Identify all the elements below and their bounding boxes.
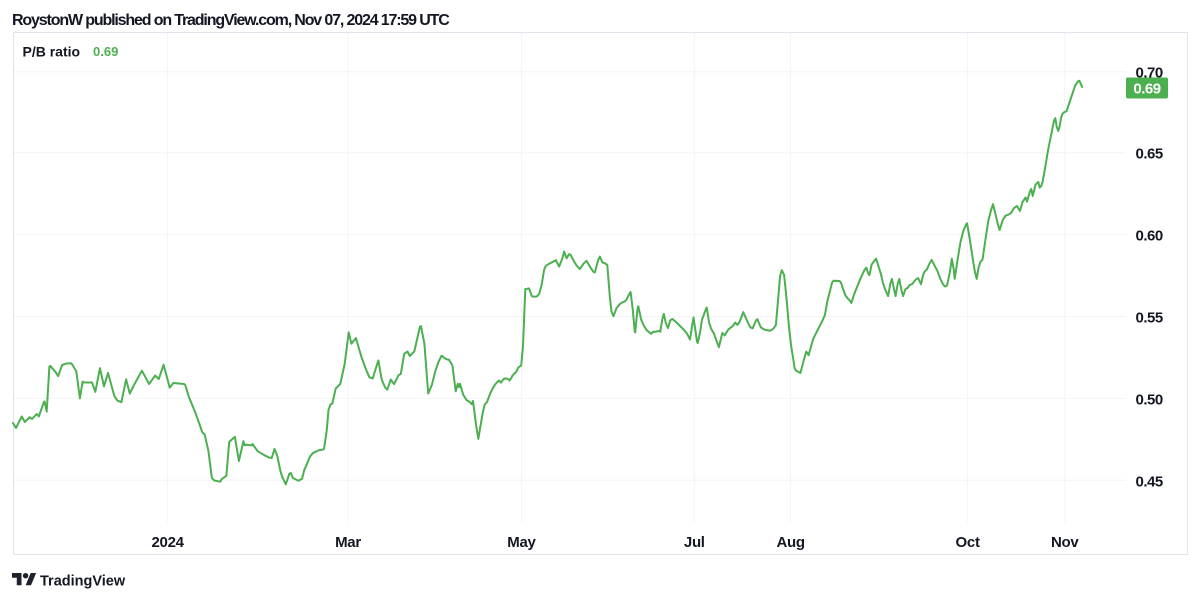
svg-text:0.65: 0.65 [1136,146,1163,163]
svg-text:0.45: 0.45 [1136,473,1163,490]
svg-text:0.70: 0.70 [1136,65,1163,82]
svg-text:Oct: Oct [956,534,980,551]
svg-text:2024: 2024 [152,534,185,551]
svg-text:TradingView: TradingView [40,574,126,590]
svg-text:0.55: 0.55 [1136,310,1163,327]
svg-text:Nov: Nov [1051,534,1079,551]
svg-text:0.50: 0.50 [1136,391,1163,408]
svg-text:0.69: 0.69 [93,44,118,59]
svg-text:Mar: Mar [335,534,361,551]
svg-text:0.69: 0.69 [1133,81,1160,98]
svg-text:May: May [507,534,536,551]
svg-text:0.60: 0.60 [1136,228,1163,245]
svg-text:RoystonW published on TradingV: RoystonW published on TradingView.com, N… [12,12,450,29]
svg-text:Aug: Aug [776,534,804,551]
svg-text:P/B ratio: P/B ratio [23,44,81,60]
svg-text:Jul: Jul [684,534,705,551]
